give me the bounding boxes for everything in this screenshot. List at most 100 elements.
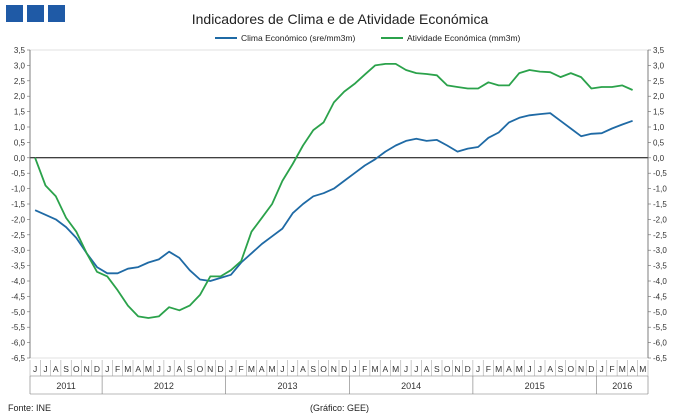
x-tick-label: O: [444, 364, 451, 374]
y-tick-label: 3,5: [653, 46, 665, 55]
x-tick-label: F: [115, 364, 120, 374]
x-tick-label: J: [43, 364, 47, 374]
x-tick-label: O: [320, 364, 327, 374]
y-tick-label: -6,5: [11, 354, 25, 363]
x-tick-label: S: [558, 364, 564, 374]
x-tick-label: M: [124, 364, 131, 374]
x-tick-label: M: [392, 364, 399, 374]
logo-square: [6, 5, 23, 22]
year-label: 2016: [612, 381, 632, 391]
y-tick-label: -5,5: [11, 323, 25, 332]
y-axis-right: 3,5 3,0 2,5 2,0 1,5 1,0 0,5 0,0 -0,5 -1,0 -1,5 -2,0…: [647, 46, 667, 363]
y-tick-label: 3,0: [653, 61, 665, 70]
x-tick-label: J: [538, 364, 542, 374]
chart-credit: (Gráfico: GEE): [310, 403, 370, 413]
source-note: Fonte: INE: [8, 403, 52, 413]
year-label: 2015: [525, 381, 545, 391]
legend-label: Clima Económico (sre/mm3m): [241, 33, 355, 43]
x-tick-label: F: [239, 364, 244, 374]
y-tick-label: 0,5: [14, 138, 26, 147]
legend: Clima Económico (sre/mm3m) Atividade Econ…: [215, 33, 521, 43]
x-tick-label: N: [331, 364, 337, 374]
x-tick-label: O: [567, 364, 574, 374]
chart-title: Indicadores de Clima e de Atividade Econ…: [192, 11, 489, 27]
y-tick-label: -2,0: [653, 215, 667, 224]
x-tick-label: A: [547, 364, 553, 374]
y-tick-label: -2,0: [11, 215, 25, 224]
x-tick-label: J: [476, 364, 480, 374]
x-tick-label: J: [404, 364, 408, 374]
y-tick-label: -1,0: [11, 185, 25, 194]
x-tick-label: F: [486, 364, 491, 374]
y-tick-label: -4,0: [11, 277, 25, 286]
x-tick-label: A: [630, 364, 636, 374]
y-tick-label: 2,0: [14, 92, 26, 101]
y-tick-label: -0,5: [11, 169, 25, 178]
x-tick-label: F: [362, 364, 367, 374]
y-axis-left: 3,5 3,0 2,5 2,0 1,5 1,0 0,5 0,0 -0,5 -1,0 -1,5 -2,0…: [11, 46, 31, 363]
y-tick-label: 1,5: [653, 108, 665, 117]
y-tick-label: -1,0: [653, 185, 667, 194]
x-tick-label: M: [372, 364, 379, 374]
x-tick-label: S: [63, 364, 69, 374]
y-tick-label: -5,0: [653, 308, 667, 317]
x-tick-label: D: [465, 364, 471, 374]
y-tick-label: 3,0: [14, 61, 26, 70]
legend-label: Atividade Económica (mm3m): [407, 33, 521, 43]
x-tick-label: S: [187, 364, 193, 374]
y-tick-label: -4,5: [11, 292, 25, 301]
y-tick-label: 1,5: [14, 108, 26, 117]
x-tick-label: O: [197, 364, 204, 374]
y-tick-label: 3,5: [14, 46, 26, 55]
y-tick-label: -5,5: [653, 323, 667, 332]
x-tick-label: O: [73, 364, 80, 374]
y-tick-label: -3,0: [653, 246, 667, 255]
y-tick-label: 0,0: [653, 154, 665, 163]
x-tick-label: D: [588, 364, 594, 374]
y-tick-label: 2,0: [653, 92, 665, 101]
x-tick-label: D: [341, 364, 347, 374]
x-tick-label: A: [177, 364, 183, 374]
y-tick-label: -3,5: [11, 262, 25, 271]
x-tick-label: J: [600, 364, 604, 374]
y-tick-label: 0,5: [653, 138, 665, 147]
y-tick-label: -6,0: [653, 339, 667, 348]
x-tick-label: A: [135, 364, 141, 374]
logo-square: [48, 5, 65, 22]
x-tick-label: N: [578, 364, 584, 374]
x-tick-label: J: [229, 364, 233, 374]
year-label: 2012: [154, 381, 174, 391]
year-label: 2011: [56, 381, 75, 391]
y-tick-label: -3,0: [11, 246, 25, 255]
x-tick-label: J: [527, 364, 531, 374]
y-tick-label: 2,5: [14, 77, 26, 86]
logo-square: [27, 5, 44, 22]
y-tick-label: -6,0: [11, 339, 25, 348]
x-tick-label: F: [609, 364, 614, 374]
y-tick-label: 0,0: [14, 154, 26, 163]
x-tick-label: D: [94, 364, 100, 374]
x-tick-label: M: [248, 364, 255, 374]
x-tick-label: M: [639, 364, 646, 374]
x-tick-label: N: [454, 364, 460, 374]
y-tick-label: -2,5: [11, 231, 25, 240]
x-tick-label: J: [352, 364, 356, 374]
y-tick-label: -4,0: [653, 277, 667, 286]
x-tick-label: M: [495, 364, 502, 374]
x-tick-label: A: [424, 364, 430, 374]
x-tick-label: N: [84, 364, 90, 374]
x-tick-label: J: [167, 364, 171, 374]
year-label: 2014: [401, 381, 421, 391]
x-tick-label: J: [280, 364, 284, 374]
x-tick-label: J: [414, 364, 418, 374]
x-tick-label: J: [33, 364, 37, 374]
x-tick-label: S: [434, 364, 440, 374]
x-tick-label: A: [506, 364, 512, 374]
y-tick-label: -3,5: [653, 262, 667, 271]
x-tick-label: S: [310, 364, 316, 374]
y-tick-label: 1,0: [14, 123, 26, 132]
x-tick-label: M: [269, 364, 276, 374]
y-tick-label: -1,5: [653, 200, 667, 209]
